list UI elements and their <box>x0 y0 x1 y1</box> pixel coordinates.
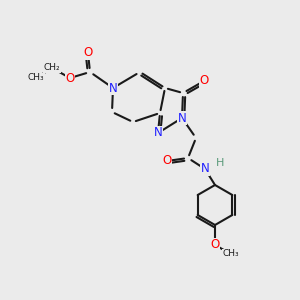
Text: N: N <box>178 112 186 124</box>
Text: O: O <box>200 74 208 88</box>
Text: O: O <box>83 46 93 59</box>
Text: CH₂: CH₂ <box>44 64 60 73</box>
Text: N: N <box>201 163 209 176</box>
Text: CH₃: CH₃ <box>223 250 239 259</box>
Text: N: N <box>154 127 162 140</box>
Text: O: O <box>210 238 220 251</box>
Text: CH₃: CH₃ <box>28 74 44 82</box>
Text: O: O <box>65 71 75 85</box>
Text: N: N <box>109 82 117 94</box>
Text: O: O <box>162 154 172 167</box>
Text: H: H <box>216 158 224 168</box>
